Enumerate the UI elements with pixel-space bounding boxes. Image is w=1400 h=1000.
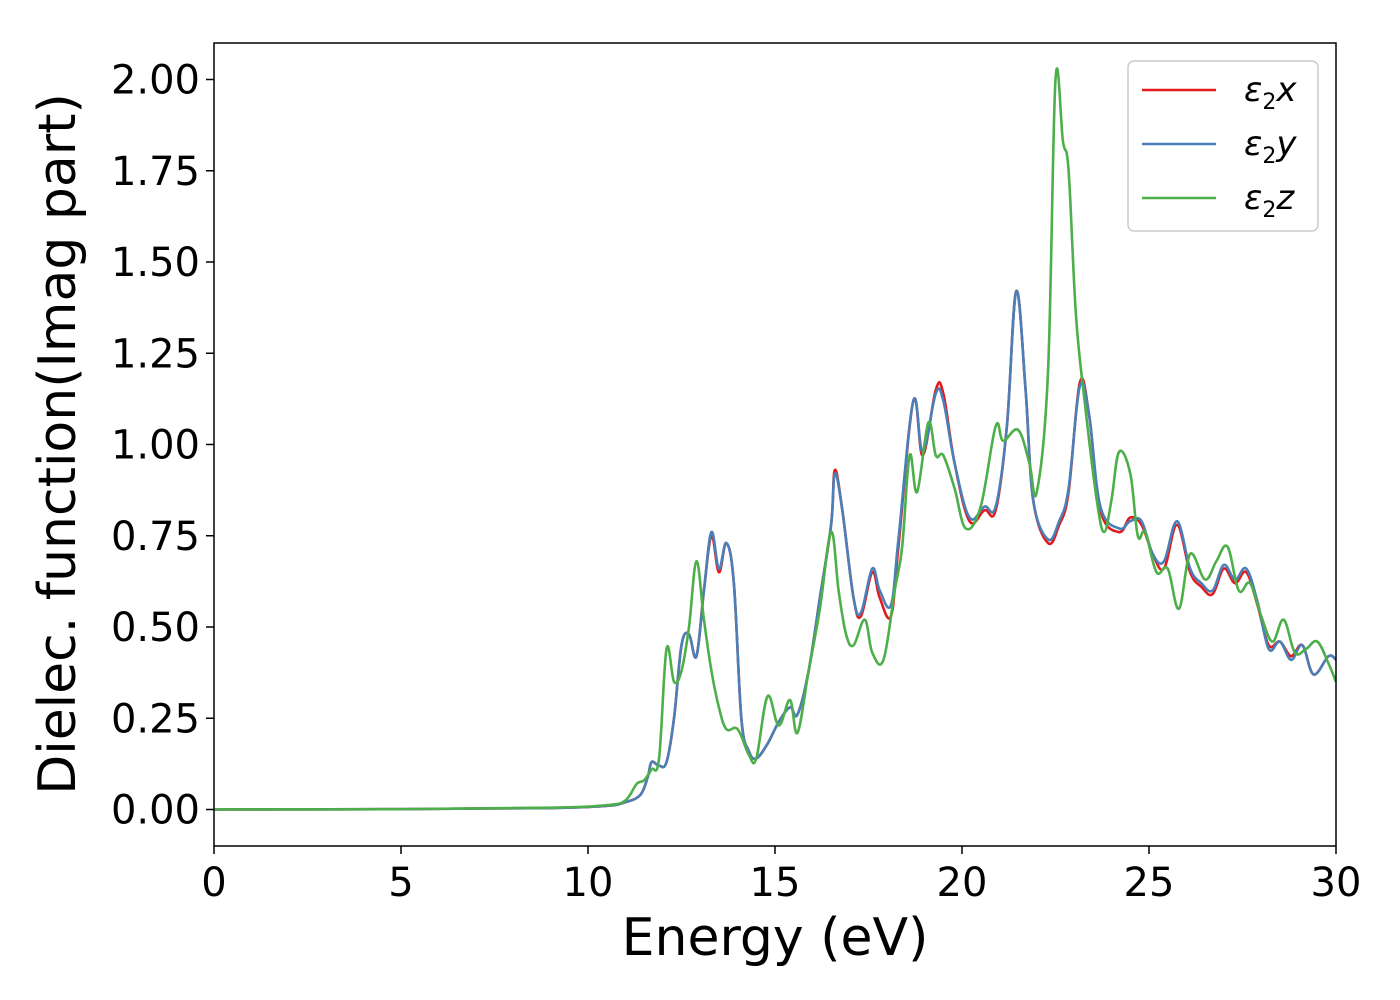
x-tick-label: 0 bbox=[201, 860, 226, 906]
x-axis-label: Energy (eV) bbox=[622, 908, 929, 968]
series-line-z bbox=[214, 67, 1336, 811]
y-tick-label: 1.50 bbox=[111, 240, 200, 286]
y-tick-label: 1.00 bbox=[111, 423, 200, 469]
legend-box bbox=[1127, 60, 1319, 232]
x-tick-label: 30 bbox=[1311, 860, 1362, 906]
y-tick-label: 1.75 bbox=[111, 149, 200, 195]
y-tick-label: 0.50 bbox=[111, 605, 200, 651]
y-tick-label: 0.25 bbox=[111, 696, 200, 742]
x-tick-label: 20 bbox=[937, 860, 988, 906]
y-tick-label: 1.25 bbox=[111, 331, 200, 377]
legend-label-x: ε2x bbox=[1244, 70, 1297, 115]
y-tick-label: 0.75 bbox=[111, 514, 200, 560]
y-tick-label: 0.00 bbox=[111, 788, 200, 834]
y-tick-label: 2.00 bbox=[111, 58, 200, 104]
y-axis-label: Dielec. function(Imag part) bbox=[28, 93, 88, 795]
legend-label-z: ε2z bbox=[1244, 178, 1295, 223]
series-lines bbox=[214, 67, 1336, 811]
y-axis-ticks: 0.00 0.25 0.50 0.75 1.00 1.25 1.50 1.75 2.00 bbox=[111, 58, 214, 834]
x-tick-label: 15 bbox=[750, 860, 801, 906]
legend-label-y: ε2y bbox=[1244, 124, 1297, 169]
legend: ε2x ε2y ε2z bbox=[1127, 60, 1319, 232]
x-tick-label: 5 bbox=[388, 860, 413, 906]
x-tick-label: 10 bbox=[563, 860, 614, 906]
x-axis-ticks: 0 5 10 15 20 25 30 bbox=[201, 846, 1361, 906]
x-tick-label: 25 bbox=[1124, 860, 1175, 906]
